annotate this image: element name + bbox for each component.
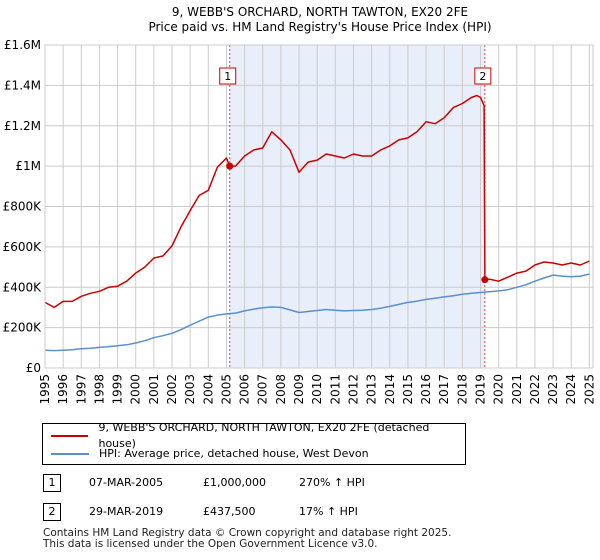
x-tick-label: 2003 xyxy=(183,374,197,405)
hpi-series-line xyxy=(44,273,590,352)
x-tick-label: 2011 xyxy=(328,374,342,405)
x-tick-label: 2019 xyxy=(473,374,487,405)
price-chart: 9, WEBB'S ORCHARD, NORTH TAWTON, EX20 2F… xyxy=(3,5,597,405)
transaction-price: £1,000,000 xyxy=(203,476,266,489)
transaction-number: 1 xyxy=(43,474,61,492)
x-tick-label: 2004 xyxy=(201,374,215,405)
x-tick-label: 2008 xyxy=(274,374,288,405)
x-tick-label: 2005 xyxy=(219,374,233,405)
sale-marker-box xyxy=(474,67,492,85)
transaction-hpi: 17% ↑ HPI xyxy=(299,505,358,518)
y-tick-label: £400K xyxy=(3,280,43,294)
x-tick-label: 2009 xyxy=(292,374,306,405)
footer-line-1: Contains HM Land Registry data © Crown c… xyxy=(43,527,452,539)
x-tick-label: 2020 xyxy=(492,374,506,405)
x-tick-label: 2013 xyxy=(365,374,379,405)
chart-subtitle: Price paid vs. HM Land Registry's House … xyxy=(148,20,491,34)
y-tick-label: £1.6M xyxy=(4,38,41,52)
x-tick-label: 1997 xyxy=(74,374,88,405)
transaction-price: £437,500 xyxy=(203,505,256,518)
x-tick-label: 1999 xyxy=(111,374,125,405)
sale-marker-label: 2 xyxy=(479,70,486,83)
legend: 9, WEBB'S ORCHARD, NORTH TAWTON, EX20 2F… xyxy=(42,421,466,465)
x-tick-label: 2017 xyxy=(437,374,451,405)
footer-line-2: This data is licensed under the Open Gov… xyxy=(43,538,378,550)
transaction-number: 2 xyxy=(43,503,61,521)
legend-item-hpi: HPI: Average price, detached house, West… xyxy=(51,446,369,462)
legend-label-hpi: HPI: Average price, detached house, West… xyxy=(99,447,369,460)
x-tick-label: 2024 xyxy=(564,374,578,405)
x-tick-label: 2015 xyxy=(401,374,415,405)
x-tick-label: 2014 xyxy=(383,374,397,405)
transaction-date: 29-MAR-2019 xyxy=(89,505,164,518)
y-tick-label: £600K xyxy=(3,240,43,254)
x-tick-label: 2023 xyxy=(546,374,560,405)
sale-marker-label: 1 xyxy=(224,70,231,83)
x-tick-label: 2006 xyxy=(238,374,252,405)
x-tick-label: 2010 xyxy=(310,374,324,405)
y-tick-label: £800K xyxy=(3,200,43,214)
x-tick-label: 2001 xyxy=(147,374,161,405)
transaction-date: 07-MAR-2005 xyxy=(89,476,164,489)
x-tick-label: 2018 xyxy=(455,374,469,405)
x-tick-label: 2022 xyxy=(528,374,542,405)
x-tick-label: 2000 xyxy=(129,374,143,405)
x-tick-label: 1995 xyxy=(38,374,52,405)
x-tick-label: 1996 xyxy=(56,374,70,405)
x-tick-label: 2021 xyxy=(510,374,524,405)
y-tick-label: £0 xyxy=(26,361,41,375)
transaction-hpi: 270% ↑ HPI xyxy=(299,476,365,489)
y-tick-label: £1.4M xyxy=(4,78,41,92)
x-tick-label: 2016 xyxy=(419,374,433,405)
chart-title: 9, WEBB'S ORCHARD, NORTH TAWTON, EX20 2F… xyxy=(172,5,468,19)
sale-marker-box xyxy=(219,67,237,85)
plot-frame xyxy=(44,44,594,369)
y-tick-label: £1M xyxy=(15,159,41,173)
footer: Contains HM Land Registry data © Crown c… xyxy=(43,528,451,550)
x-tick-label: 2007 xyxy=(256,374,270,405)
legend-swatch-hpi xyxy=(51,453,89,455)
legend-item-property: 9, WEBB'S ORCHARD, NORTH TAWTON, EX20 2F… xyxy=(51,421,465,450)
x-tick-label: 1998 xyxy=(92,374,106,405)
legend-swatch-property xyxy=(51,435,89,437)
sale-point xyxy=(481,276,489,284)
y-tick-label: £200K xyxy=(3,321,43,335)
sale-point xyxy=(226,162,234,170)
x-tick-label: 2012 xyxy=(346,374,360,405)
x-tick-label: 2002 xyxy=(165,374,179,405)
x-tick-label: 2025 xyxy=(582,374,596,405)
legend-label-property: 9, WEBB'S ORCHARD, NORTH TAWTON, EX20 2F… xyxy=(98,421,430,450)
property-series-line xyxy=(44,94,590,309)
y-tick-label: £1.2M xyxy=(4,119,41,133)
